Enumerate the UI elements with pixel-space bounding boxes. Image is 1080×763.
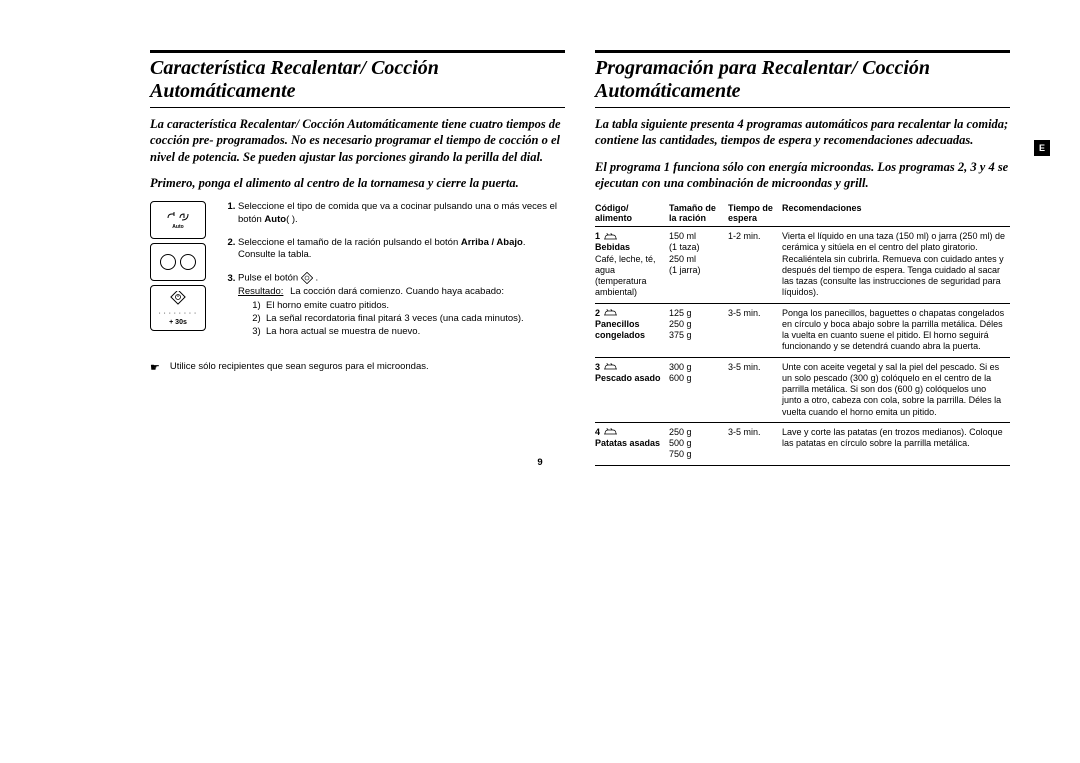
page-number: 9 bbox=[0, 457, 1080, 468]
result-label: Resultado: bbox=[238, 286, 283, 297]
result-sublist: El horno emite cuatro pitidos. La señal … bbox=[238, 300, 565, 338]
right-intro-2: El programa 1 funciona sólo con energía … bbox=[595, 159, 1010, 192]
th-wait: Tiempo deespera bbox=[728, 201, 782, 227]
right-column: Programación para Recalentar/ Cocción Au… bbox=[595, 50, 1010, 466]
table-row: 2 Panecillos congelados125 g250 g375 g3-… bbox=[595, 303, 1010, 357]
section-tab: E bbox=[1034, 140, 1050, 156]
sub-1: El horno emite cuatro pitidos. bbox=[266, 300, 565, 313]
table-row: 1 BebidasCafé, leche, té, agua (temperat… bbox=[595, 227, 1010, 304]
steps-list: Seleccione el tipo de comida que va a co… bbox=[220, 201, 565, 349]
note-icon: ☛ bbox=[150, 361, 160, 374]
left-column: Característica Recalentar/ Cocción Autom… bbox=[150, 50, 565, 466]
step-1: Seleccione el tipo de comida que va a co… bbox=[238, 201, 565, 227]
control-panel-illustration: Auto · · · · · · · · + 30s bbox=[150, 201, 206, 349]
panel-auto-icon: Auto bbox=[150, 201, 206, 239]
rule-top bbox=[150, 50, 565, 53]
note-text: Utilice sólo recipientes que sean seguro… bbox=[170, 361, 429, 374]
right-title: Programación para Recalentar/ Cocción Au… bbox=[595, 57, 1010, 103]
sub-2: La señal recordatoria final pitará 3 vec… bbox=[266, 313, 565, 326]
th-size: Tamaño dela ración bbox=[669, 201, 728, 227]
safety-note: ☛ Utilice sólo recipientes que sean segu… bbox=[150, 361, 565, 374]
rule-under-title-r bbox=[595, 107, 1010, 108]
sub-3: La hora actual se muestra de nuevo. bbox=[266, 326, 565, 339]
th-code: Código/alimento bbox=[595, 201, 669, 227]
step-3: Pulse el botón . Resultado: La cocción d… bbox=[238, 272, 565, 339]
left-title: Característica Recalentar/ Cocción Autom… bbox=[150, 57, 565, 103]
rule-under-title bbox=[150, 107, 565, 108]
left-intro-2: Primero, ponga el alimento al centro de … bbox=[150, 175, 565, 191]
step-2: Seleccione el tamaño de la ración pulsan… bbox=[238, 237, 565, 263]
right-intro-1: La tabla siguiente presenta 4 programas … bbox=[595, 116, 1010, 149]
program-table: Código/alimento Tamaño dela ración Tiemp… bbox=[595, 201, 1010, 466]
panel-start-icon: · · · · · · · · + 30s bbox=[150, 285, 206, 331]
left-intro-1: La característica Recalentar/ Cocción Au… bbox=[150, 116, 565, 165]
th-rec: Recomendaciones bbox=[782, 201, 1010, 227]
table-row: 3 Pescado asado300 g600 g3-5 min.Unte co… bbox=[595, 357, 1010, 422]
rule-top-r bbox=[595, 50, 1010, 53]
panel-updown-icon bbox=[150, 243, 206, 281]
